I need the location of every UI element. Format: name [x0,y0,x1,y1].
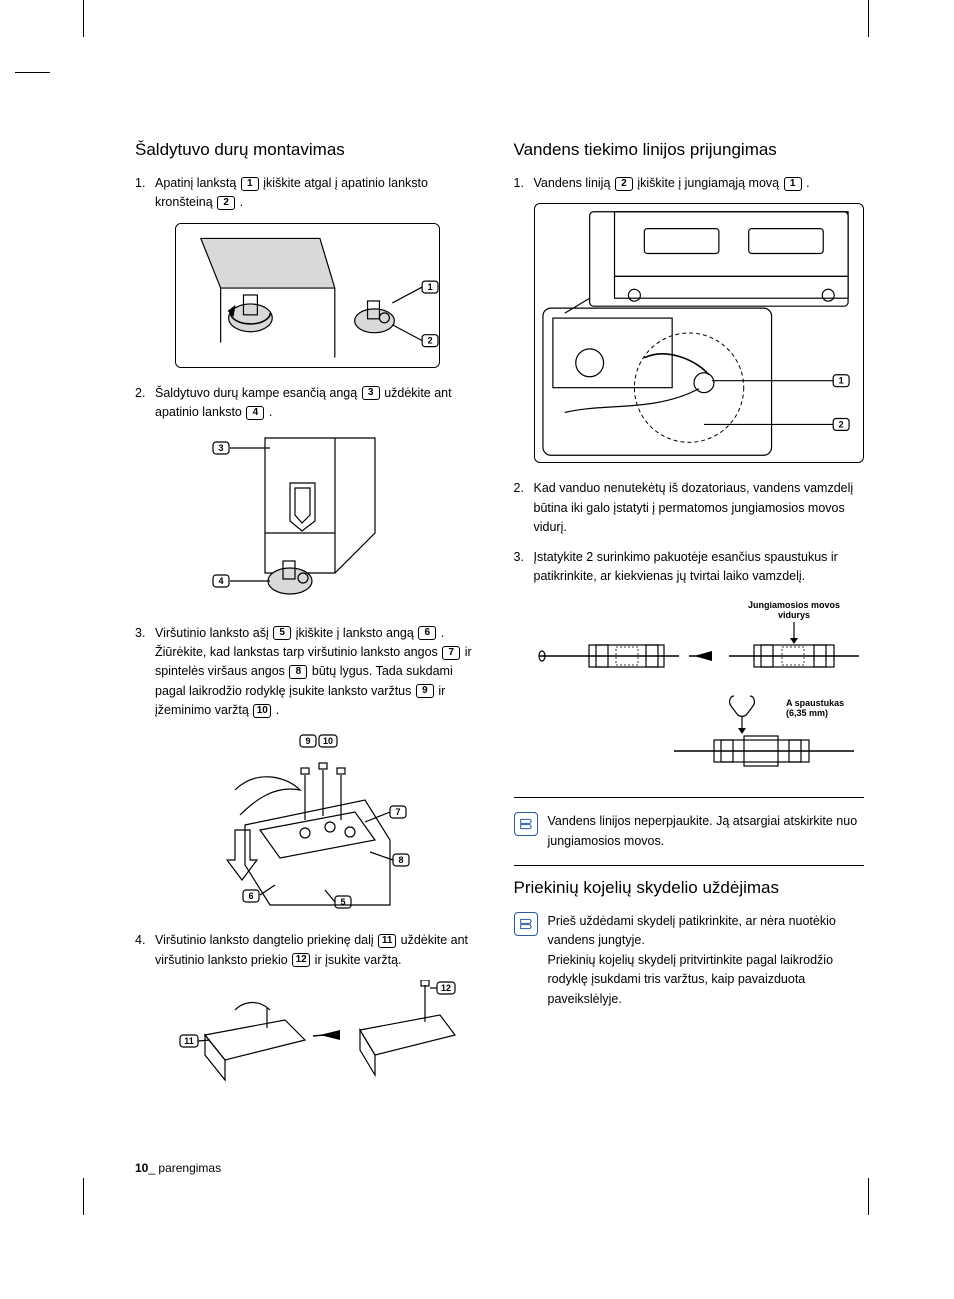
right-steps-list: Vandens liniją 2 įkiškite į jungiamąją m… [514,174,865,781]
svg-text:11: 11 [184,1036,194,1046]
heading-fridge-door: Šaldytuvo durų montavimas [135,140,486,160]
callout-2b: 2 [615,177,633,191]
svg-text:2: 2 [838,420,843,430]
step-text: Kad vanduo nenutekėtų iš dozatoriaus, va… [534,481,854,534]
figure-coupler-clip: Jungiamosios movosvidurys [534,596,864,781]
footer-sep: _ [148,1161,155,1175]
left-step-1: Apatinį lankstą 1 įkiškite atgal į apati… [135,174,486,368]
svg-text:12: 12 [441,983,451,993]
step-text: . [269,405,272,419]
left-step-3: Viršutinio lanksto ašį 5 įkiškite į lank… [135,624,486,916]
left-column: Šaldytuvo durų montavimas Apatinį lankst… [135,140,486,1111]
figure-svg: 11 12 [175,980,465,1095]
figure-hinge-cover: 11 12 [175,980,465,1095]
svg-text:7: 7 [395,807,400,817]
note-icon [514,912,538,936]
right-column: Vandens tiekimo linijos prijungimas Vand… [514,140,865,1111]
svg-text:2: 2 [428,335,433,345]
left-step-2: Šaldytuvo durų kampe esančią angą 3 uždė… [135,384,486,608]
heading-water-line: Vandens tiekimo linijos prijungimas [514,140,865,160]
callout-12: 12 [292,953,310,967]
callout-6: 6 [418,626,436,640]
svg-text:3: 3 [218,443,223,453]
figure-water-connection: 1 2 [534,203,864,463]
step-text: Vandens liniją [534,176,611,190]
svg-text:5: 5 [340,897,345,907]
page-number: 10 [135,1161,148,1175]
callout-11: 11 [378,934,396,948]
label-coupler-center: Jungiamosios movosvidurys [747,600,839,620]
heading-front-leg-cover: Priekinių kojelių skydelio uždėjimas [514,878,865,898]
svg-text:1: 1 [838,376,843,386]
svg-text:1: 1 [428,282,433,292]
crop-mark [83,0,84,37]
figure-door-corner: 3 4 [195,433,395,608]
right-step-1: Vandens liniją 2 įkiškite į jungiamąją m… [514,174,865,463]
footer-section: parengimas [158,1161,221,1175]
callout-10: 10 [253,704,271,718]
figure-svg: 9 10 7 8 6 5 [205,730,415,915]
note-rule-bottom [514,865,865,866]
step-text: . [276,703,279,717]
callout-8: 8 [289,665,307,679]
callout-4: 4 [246,406,264,420]
callout-7: 7 [442,646,460,660]
step-text: Šaldytuvo durų kampe esančią angą [155,386,357,400]
svg-text:4: 4 [218,576,223,586]
content-columns: Šaldytuvo durų montavimas Apatinį lankst… [0,30,954,1141]
crop-mark [868,0,869,37]
step-text: Įstatykite 2 surinkimo pakuotėje esančiu… [534,550,838,583]
note-leg-cover: Prieš uždėdami skydelį patikrinkite, ar … [514,912,865,1009]
right-step-2: Kad vanduo nenutekėtų iš dozatoriaus, va… [514,479,865,537]
callout-1: 1 [241,177,259,191]
svg-text:8: 8 [398,855,403,865]
step-text: Viršutinio lanksto dangtelio priekinę da… [155,933,374,947]
crop-mark [868,1178,869,1215]
note-line: Prieš uždėdami skydelį patikrinkite, ar … [548,914,836,947]
step-text: Viršutinio lanksto ašį [155,626,269,640]
callout-3: 3 [362,386,380,400]
note-no-cut: Vandens linijos neperpjaukite. Ją atsarg… [514,812,865,851]
svg-text:9: 9 [305,736,310,746]
figure-svg: 3 4 [195,433,395,608]
note-line: Priekinių kojelių skydelį pritvirtinkite… [548,953,834,1006]
step-text: . [240,195,243,209]
figure-svg: 1 2 [535,203,863,463]
note-text: Vandens linijos neperpjaukite. Ją atsarg… [548,812,865,851]
note-rule-top [514,797,865,798]
left-steps-list: Apatinį lankstą 1 įkiškite atgal į apati… [135,174,486,1095]
figure-svg: Jungiamosios movosvidurys [534,596,864,781]
right-step-3: Įstatykite 2 surinkimo pakuotėje esančiu… [514,548,865,782]
left-step-4: Viršutinio lanksto dangtelio priekinę da… [135,931,486,1095]
page: Šaldytuvo durų montavimas Apatinį lankst… [0,0,954,1215]
callout-9: 9 [416,684,434,698]
svg-text:10: 10 [323,736,333,746]
figure-upper-hinge: 9 10 7 8 6 5 [205,730,415,915]
page-footer: 10_ parengimas [0,1141,954,1175]
callout-1b: 1 [784,177,802,191]
figure-lower-hinge: 1 2 [175,223,440,368]
step-text: ir įsukite varžtą. [315,953,402,967]
crop-mark [83,1178,84,1215]
step-text: Apatinį lankstą [155,176,236,190]
note-text: Prieš uždėdami skydelį patikrinkite, ar … [548,912,865,1009]
figure-svg: 1 2 [176,223,439,368]
step-text: įkiškite į jungiamąją movą [637,176,779,190]
label-clip-a: A spaustukas(6,35 mm) [786,698,844,718]
note-icon [514,812,538,836]
callout-5: 5 [273,626,291,640]
callout-2: 2 [217,196,235,210]
step-text: įkiškite į lanksto angą [296,626,414,640]
step-text: . [806,176,809,190]
svg-text:6: 6 [248,891,253,901]
crop-mark [15,72,50,73]
